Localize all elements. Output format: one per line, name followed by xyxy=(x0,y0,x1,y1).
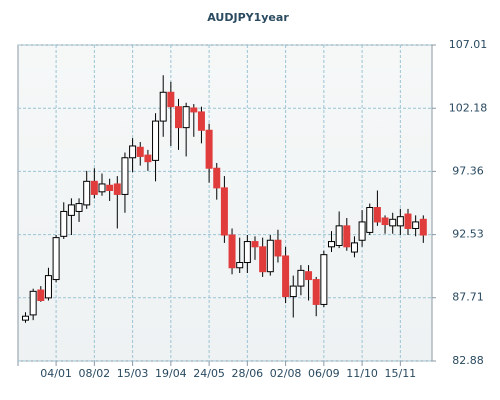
candle-body xyxy=(282,255,290,298)
candle-body xyxy=(37,289,45,301)
candle-body xyxy=(350,242,358,253)
candle-body xyxy=(289,285,297,298)
candle-body xyxy=(251,241,259,248)
candle-body xyxy=(366,207,374,233)
candle-body xyxy=(121,157,129,195)
candle-body xyxy=(328,241,335,248)
x-tick-label: 02/08 xyxy=(270,367,302,380)
candle-body xyxy=(358,221,366,241)
y-tick-label: 107.01 xyxy=(449,38,488,51)
x-tick-label: 08/02 xyxy=(78,367,110,380)
y-tick-label: 97.36 xyxy=(452,164,484,177)
x-tick-label: 06/09 xyxy=(308,367,340,380)
candle-body xyxy=(236,262,244,269)
candle-body xyxy=(259,246,267,273)
x-tick-label: 24/05 xyxy=(193,367,225,380)
candle-body xyxy=(305,271,313,281)
candle-body xyxy=(396,216,404,227)
candle-body xyxy=(129,145,137,159)
candle-body xyxy=(98,183,106,193)
candle-body xyxy=(389,218,397,227)
chart-title: AUDJPY1year xyxy=(207,11,289,24)
candle-body xyxy=(320,254,328,305)
candle-body xyxy=(167,91,175,108)
y-tick-label: 82.88 xyxy=(452,354,484,367)
candle-body xyxy=(75,203,83,212)
candle-body xyxy=(197,111,205,131)
candle-body xyxy=(419,218,427,236)
y-tick-label: 87.71 xyxy=(452,291,484,304)
candle-body xyxy=(190,107,198,113)
candle-body xyxy=(52,237,60,281)
y-tick-label: 92.53 xyxy=(452,228,484,241)
candle-body xyxy=(144,154,152,163)
x-tick-label: 28/06 xyxy=(231,367,263,380)
candle-body xyxy=(274,239,282,257)
candle-body xyxy=(136,146,144,157)
candle-body xyxy=(312,279,320,305)
candle-body xyxy=(243,241,251,264)
candle-body xyxy=(22,315,29,321)
candle-body xyxy=(175,106,182,129)
x-tick-label: 11/10 xyxy=(346,367,378,380)
x-tick-label: 19/04 xyxy=(155,367,187,380)
candle-body xyxy=(106,184,114,191)
candle-body xyxy=(29,290,37,316)
candle-body xyxy=(343,225,351,248)
candle-body xyxy=(213,167,221,189)
candle-body xyxy=(412,221,420,229)
candle-body xyxy=(404,213,412,229)
y-tick-label: 102.18 xyxy=(449,101,488,114)
candle-body xyxy=(67,204,75,216)
x-tick-label: 15/11 xyxy=(384,367,416,380)
candle-body xyxy=(182,106,190,129)
candle-body xyxy=(44,275,52,299)
candle-body xyxy=(152,120,160,161)
candle-body xyxy=(113,183,121,195)
candle-body xyxy=(297,269,305,287)
candle-body xyxy=(381,217,389,226)
candle-body xyxy=(220,187,228,236)
candle-body xyxy=(205,129,213,169)
candle-body xyxy=(90,180,98,195)
candle-body xyxy=(373,207,381,223)
x-tick-label: 04/01 xyxy=(40,367,72,380)
candle-body xyxy=(228,234,236,269)
x-tick-label: 15/03 xyxy=(117,367,149,380)
candle-body xyxy=(83,180,91,206)
candle-body xyxy=(335,225,343,246)
candle-body xyxy=(159,91,167,122)
candle-body xyxy=(266,239,274,273)
candle-body xyxy=(60,210,68,237)
